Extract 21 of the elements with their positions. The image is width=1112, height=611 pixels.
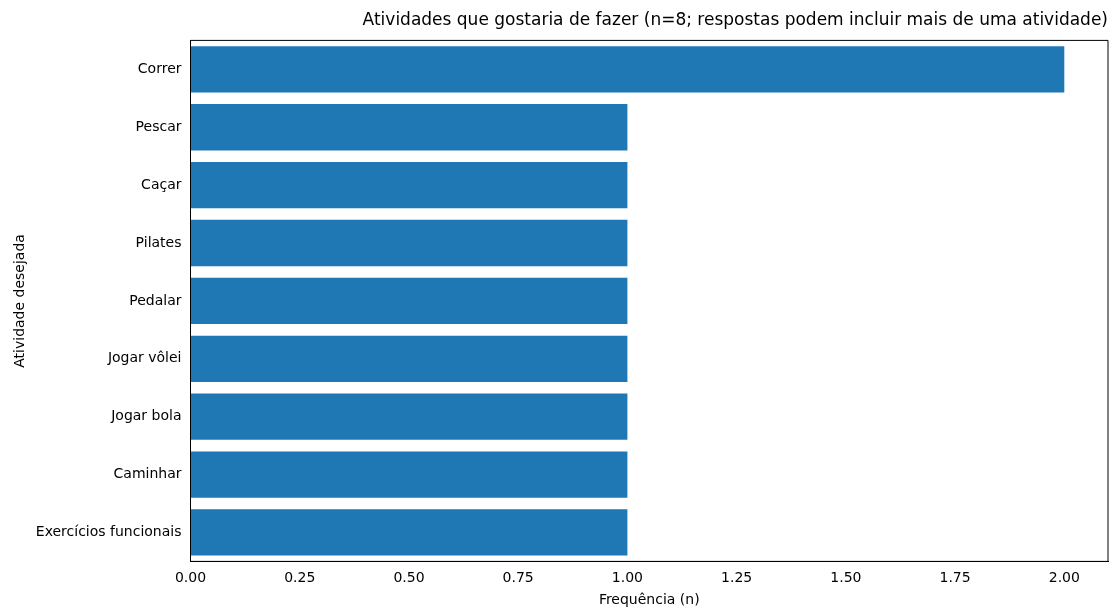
- y-tick-label: Pilates: [135, 233, 182, 250]
- chart-title: Atividades que gostaria de fazer (n=8; respostas podem incluir mais de uma atividade): [362, 8, 1108, 29]
- x-tick-label: 1.75: [939, 569, 971, 586]
- x-tick-label: 0.75: [502, 569, 534, 586]
- y-tick-label: Correr: [137, 59, 182, 76]
- y-axis-title: Atividade desejada: [11, 234, 28, 368]
- x-tick-label: 0.00: [174, 569, 207, 586]
- x-tick-label: 1.25: [721, 569, 753, 586]
- x-tick-label: 0.50: [393, 569, 425, 586]
- y-tick-label: Jogar bola: [110, 407, 182, 424]
- y-tick-label: Caminhar: [113, 465, 182, 482]
- y-tick-label: Exercícios funcionais: [35, 523, 182, 540]
- y-tick-label: Caçar: [141, 175, 182, 192]
- y-tick-label: Pescar: [135, 117, 182, 134]
- x-tick-label: 1.50: [830, 569, 862, 586]
- x-tick-label: 0.25: [284, 569, 316, 586]
- y-tick-label: Jogar vôlei: [106, 349, 182, 366]
- y-tick-label: Pedalar: [129, 291, 182, 308]
- x-axis-title: Frequência (n): [598, 591, 700, 608]
- x-tick-label: 1.00: [611, 569, 643, 586]
- x-tick-label: 2.00: [1048, 569, 1080, 586]
